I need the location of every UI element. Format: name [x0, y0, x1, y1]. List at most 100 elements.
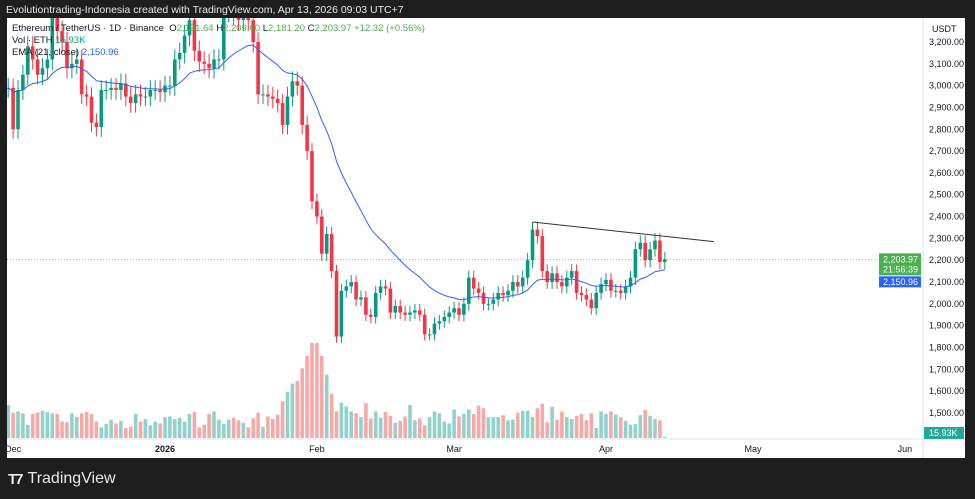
volume-bar: [579, 413, 584, 438]
candle-body: [643, 242, 647, 261]
volume-bar: [79, 413, 84, 438]
candle-body: [75, 59, 79, 64]
volume-bar: [192, 412, 197, 438]
candle-body: [26, 46, 30, 75]
candle-body: [413, 310, 417, 313]
candle-body: [153, 90, 157, 92]
volume-bar: [516, 412, 520, 438]
candle-body: [638, 242, 643, 250]
candle-body: [555, 273, 559, 283]
volume-bar: [427, 417, 432, 438]
volume-bar: [506, 420, 510, 438]
candle-body: [623, 286, 628, 293]
candle-body: [94, 122, 99, 128]
volume-bar: [422, 425, 427, 438]
candle-body: [285, 96, 290, 125]
candle-body: [432, 323, 437, 335]
symbol-legend: Ethereum / TetherUS · 1D · Binance O2,19…: [12, 23, 425, 34]
y-tick-label: 1,700.00: [929, 364, 964, 374]
volume-bar: [50, 413, 55, 438]
volume-bar: [437, 413, 442, 438]
volume-bar: [545, 422, 549, 438]
volume-bar: [226, 419, 231, 438]
candle-body: [383, 286, 388, 289]
candle-body: [168, 85, 172, 87]
low-label: L: [262, 23, 268, 34]
volume-bar: [187, 413, 192, 438]
candle-body: [628, 277, 633, 287]
volume-bar: [89, 413, 94, 438]
volume-bar: [511, 419, 515, 438]
candle-body: [65, 42, 69, 69]
volume-bar: [148, 425, 153, 438]
candle-body: [398, 306, 402, 313]
tradingview-logo[interactable]: T7 TradingView: [8, 470, 116, 488]
candle-body: [320, 216, 324, 254]
chart-panel[interactable]: 3,200.00 3,100.00 3,000.00 2,900.00 2,800.00…: [7, 18, 965, 458]
ema-price-label-bg: [879, 276, 921, 288]
volume-bar: [344, 406, 349, 438]
volume-bar: [119, 420, 123, 438]
candle-body: [540, 236, 545, 272]
volume-bar: [334, 411, 339, 438]
ema-label: EMA (21, close): [12, 47, 80, 58]
y-tick-label: 2,700.00: [929, 146, 964, 156]
candle-body: [138, 94, 143, 97]
volume-bar: [378, 417, 383, 438]
candle-body: [545, 271, 549, 283]
tradingview-logo-icon: T7: [8, 470, 23, 488]
volume-bar: [202, 424, 206, 438]
candle-body: [177, 52, 182, 60]
currency-label: USDT: [932, 24, 957, 34]
high-value: 2,209.00: [223, 23, 261, 34]
volume-bar: [45, 412, 50, 438]
y-tick-label: 2,900.00: [929, 102, 964, 112]
low-value: 2,181.20: [268, 23, 305, 34]
volume-bar: [403, 416, 407, 438]
candle-body: [663, 259, 667, 263]
candle-body: [501, 292, 505, 296]
volume-bar: [217, 419, 221, 438]
volume-bar: [285, 391, 290, 438]
candle-body: [609, 279, 613, 291]
volume-bar: [530, 417, 535, 438]
candle-body: [373, 292, 378, 317]
volume-bar: [599, 411, 603, 438]
volume-bar: [359, 417, 363, 438]
volume-bar: [364, 403, 368, 438]
y-tick-label: 2,400.00: [929, 212, 964, 222]
volume-bar: [452, 409, 456, 438]
volume-bar: [643, 410, 647, 438]
volume-bar: [70, 413, 74, 438]
candle-body: [40, 68, 45, 75]
volume-bar: [128, 426, 133, 438]
volume-bar: [55, 413, 59, 438]
x-tick-label: Feb: [309, 444, 325, 454]
candle-body: [124, 83, 128, 97]
candle-body: [520, 277, 525, 287]
y-tick-label: 1,600.00: [929, 386, 964, 396]
ema-line: [7, 44, 665, 301]
candle-body: [604, 279, 608, 285]
volume-bar: [168, 416, 172, 438]
candle-body: [192, 20, 197, 51]
y-tick-label: 3,000.00: [929, 81, 964, 91]
candle-body: [589, 299, 594, 309]
candle-body: [133, 94, 138, 104]
volume-bar: [94, 421, 99, 438]
volume-bar: [648, 415, 652, 438]
candle-body: [648, 249, 652, 261]
y-tick-label: 2,500.00: [929, 190, 964, 200]
candle-body: [35, 59, 40, 75]
volume-bar: [280, 401, 285, 438]
candle-body: [535, 229, 540, 237]
candle-body: [128, 96, 133, 104]
candle-body: [207, 63, 211, 69]
resistance-trendline: [532, 221, 714, 243]
volume-bar: [388, 415, 393, 438]
price-chart[interactable]: 3,200.00 3,100.00 3,000.00 2,900.00 2,800.00…: [7, 18, 965, 458]
candle-body: [89, 96, 94, 123]
volume-bar: [222, 424, 226, 438]
candle-body: [418, 310, 422, 315]
candle-body: [202, 61, 206, 64]
